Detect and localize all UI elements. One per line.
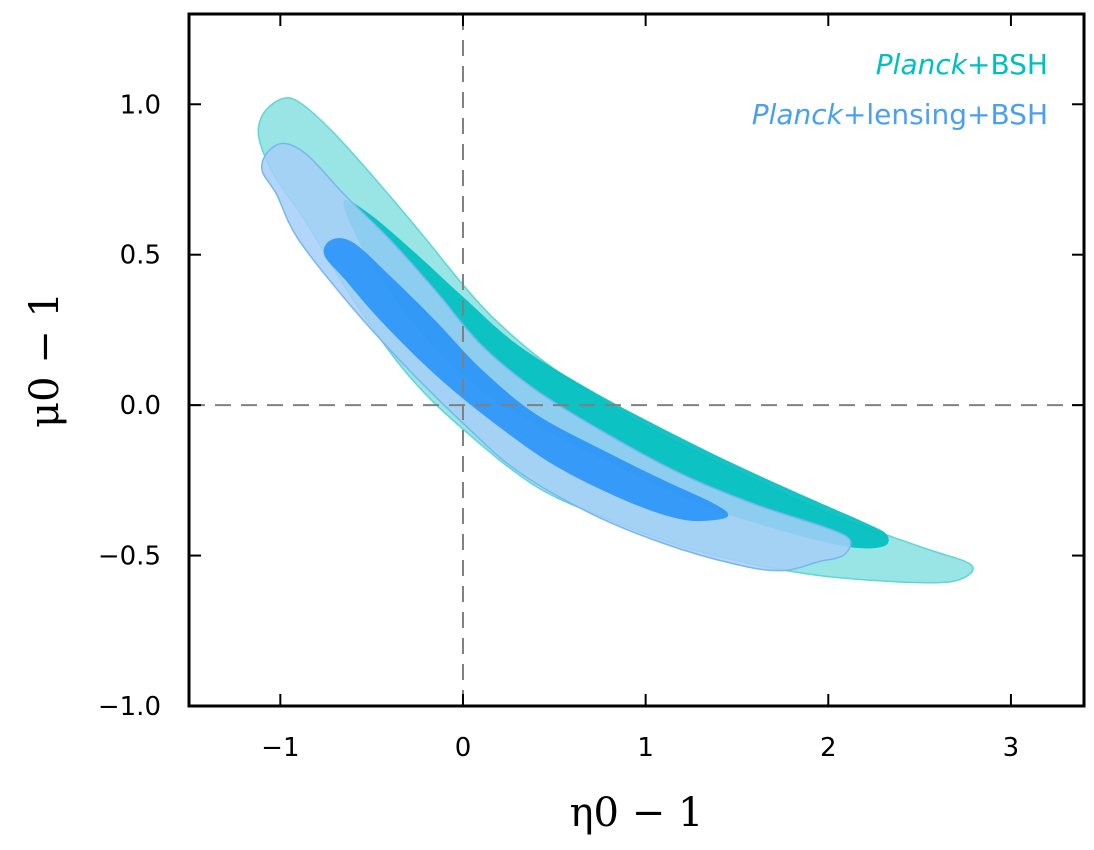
legend-entry: Planck+BSH — [876, 48, 1048, 81]
contour-planck-lensing-bsh-outer — [260, 142, 852, 572]
y-tick-label: 0.5 — [120, 241, 161, 271]
contour-planck-bsh-inner — [343, 200, 889, 549]
y-axis-ticks: −1.0 −0.5 0.0 0.5 1.0 — [98, 90, 1084, 722]
y-tick-label: −1.0 — [98, 692, 161, 722]
x-axis-ticks: −1 0 1 2 3 — [261, 14, 1019, 763]
y-tick-label: 1.0 — [120, 90, 161, 120]
x-tick-label: 2 — [820, 733, 837, 763]
contour-planck-lensing-bsh-inner — [323, 238, 729, 522]
contour-layer — [257, 97, 974, 584]
y-tick-label: 0.0 — [120, 391, 161, 421]
y-tick-label: −0.5 — [98, 542, 161, 572]
x-tick-label: 3 — [1003, 733, 1020, 763]
legend-entry-italic: Planck — [752, 98, 845, 131]
x-tick-label: 1 — [637, 733, 654, 763]
x-axis-label: η0 − 1 — [570, 790, 704, 836]
plot-frame — [187, 12, 1086, 708]
x-tick-label: −1 — [261, 733, 299, 763]
legend-entry-italic: Planck — [876, 48, 969, 81]
legend-entry-rest: +lensing+BSH — [843, 98, 1048, 131]
y-axis-label: μ0 − 1 — [22, 292, 68, 428]
x-tick-label: 0 — [455, 733, 472, 763]
reference-lines — [189, 14, 1084, 706]
legend-entry-rest: +BSH — [967, 48, 1048, 81]
legend-entry: Planck+lensing+BSH — [752, 98, 1048, 131]
